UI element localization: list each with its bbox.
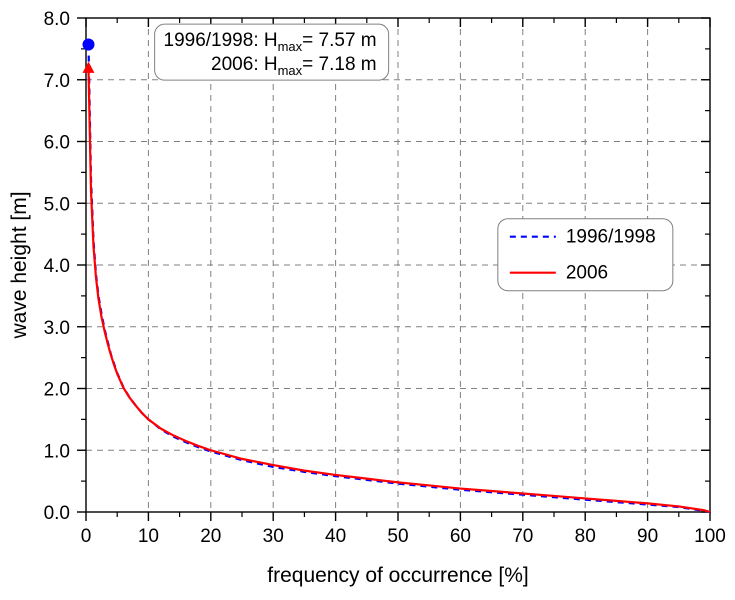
legend-entry-0: 1996/1998 [566,227,656,248]
y-axis-title: wave height [m] [8,191,31,339]
legend-entry-1: 2006 [566,263,608,284]
ytick-label: 7.0 [44,71,70,92]
series-0-marker [82,39,94,51]
hmax-annotation: 1996/1998: Hmax= 7.57 m2006: Hmax= 7.18 … [155,24,389,80]
xtick-label: 30 [263,526,284,547]
wave-height-chart: 0 10 20 30 40 50 60 70 80 90 100 0.0 1.0 2.0 3.0 4.0 5.0… [0,0,735,600]
xtick-label: 60 [450,526,471,547]
ytick-label: 5.0 [44,194,70,215]
xtick-label: 70 [512,526,533,547]
legend: 1996/1998 2006 [498,219,673,291]
xtick-label: 40 [325,526,346,547]
xtick-label: 20 [200,526,221,547]
ytick-label: 8.0 [44,9,70,30]
xtick-label: 50 [387,526,408,547]
xtick-label: 80 [575,526,596,547]
ytick-label: 3.0 [44,318,70,339]
ytick-label: 0.0 [44,503,70,524]
xtick-label: 100 [694,526,726,547]
ytick-label: 1.0 [44,441,70,462]
x-axis-title: frequency of occurrence [%] [267,564,528,587]
xtick-label: 90 [637,526,658,547]
ytick-label: 4.0 [44,256,70,277]
ytick-label: 2.0 [44,380,70,401]
ytick-label: 6.0 [44,133,70,154]
xtick-label: 0 [81,526,92,547]
chart-svg: 0 10 20 30 40 50 60 70 80 90 100 0.0 1.0 2.0 3.0 4.0 5.0… [0,0,735,600]
xtick-label: 10 [138,526,159,547]
hmax-line-0: 1996/1998: Hmax= 7.57 m [164,30,377,54]
